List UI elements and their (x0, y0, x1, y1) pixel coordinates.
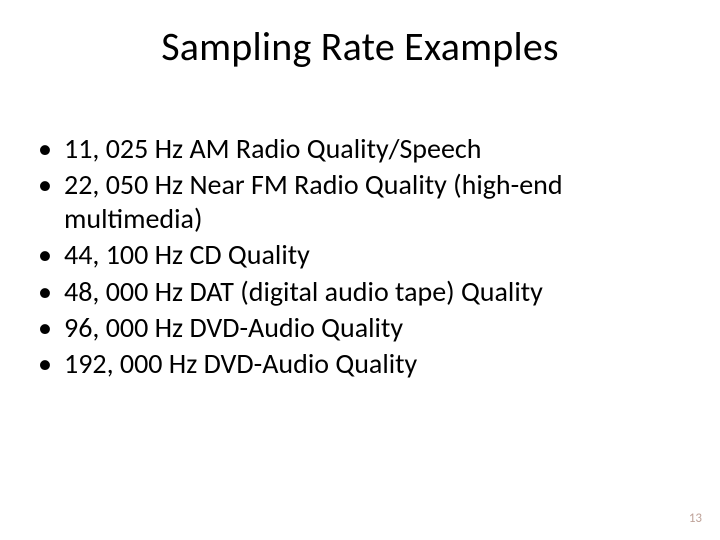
bullet-text: 11, 025 Hz AM Radio Quality/Speech (64, 131, 481, 166)
bullet-text: 96, 000 Hz DVD-Audio Quality (64, 310, 403, 345)
slide-title: Sampling Rate Examples (0, 22, 720, 71)
list-item: 192, 000 Hz DVD-Audio Quality (36, 347, 684, 381)
bullet-text: 44, 100 Hz CD Quality (64, 237, 310, 272)
list-item: 44, 100 Hz CD Quality (36, 238, 684, 272)
bullet-text: 48, 000 Hz DAT (digital audio tape) Qual… (64, 274, 543, 309)
bullet-text: 22, 050 Hz Near FM Radio Quality (high-e… (64, 167, 563, 236)
slide-body: 11, 025 Hz AM Radio Quality/Speech 22, 0… (36, 132, 684, 383)
list-item: 96, 000 Hz DVD-Audio Quality (36, 311, 684, 345)
list-item: 22, 050 Hz Near FM Radio Quality (high-e… (36, 168, 684, 236)
list-item: 48, 000 Hz DAT (digital audio tape) Qual… (36, 275, 684, 309)
list-item: 11, 025 Hz AM Radio Quality/Speech (36, 132, 684, 166)
slide: Sampling Rate Examples 11, 025 Hz AM Rad… (0, 0, 720, 540)
bullet-text: 192, 000 Hz DVD-Audio Quality (64, 346, 417, 381)
bullet-list: 11, 025 Hz AM Radio Quality/Speech 22, 0… (36, 132, 684, 381)
page-number: 13 (689, 511, 702, 526)
